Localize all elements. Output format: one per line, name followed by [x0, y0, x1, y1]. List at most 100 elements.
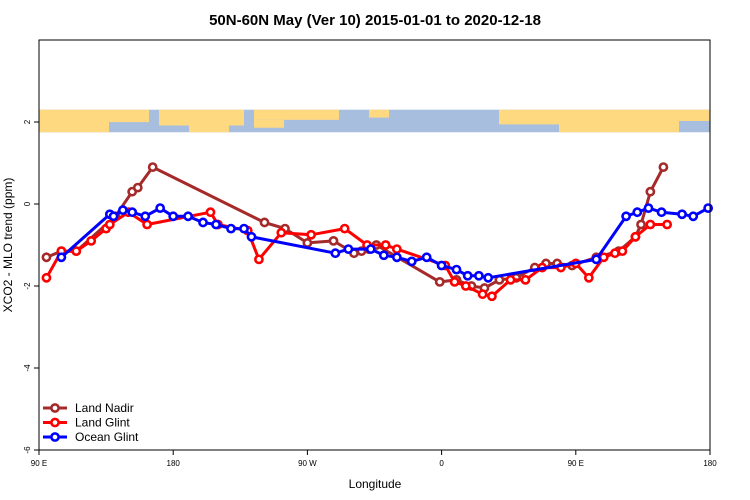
map-strip [39, 109, 710, 133]
point-land-nadir [636, 219, 646, 230]
point-land-glint [71, 246, 82, 257]
point-ocean-glint [365, 244, 376, 254]
point-ocean-glint [703, 203, 714, 213]
map-land-7 [499, 109, 559, 125]
point-land-glint [477, 289, 488, 300]
point-land-nadir [645, 186, 656, 197]
point-land-glint [610, 248, 620, 259]
point-ocean-glint [226, 223, 236, 234]
map-land-2 [159, 109, 244, 126]
point-land-glint [645, 219, 656, 230]
point-land-glint [505, 274, 516, 285]
map-land-3 [189, 125, 229, 133]
y-axis-label: XCO2 - MLO trend (ppm) [1, 178, 15, 313]
point-ocean-glint [621, 211, 632, 222]
point-ocean-glint [688, 211, 699, 222]
series-land-nadir [41, 162, 669, 293]
point-land-nadir [658, 162, 669, 172]
point-land-glint [104, 219, 115, 230]
point-ocean-glint [656, 207, 667, 218]
point-ocean-glint [246, 231, 257, 242]
x-tick-label: 90 E [31, 459, 47, 468]
point-land-nadir [434, 276, 445, 287]
point-ocean-glint [462, 270, 473, 281]
point-land-glint [306, 229, 317, 240]
chart-title: 50N-60N May (Ver 10) 2015-01-01 to 2020-… [209, 12, 541, 29]
y-tick-label: -2 [23, 282, 32, 290]
series-ocean-glint [56, 203, 714, 283]
map-land-9 [679, 109, 710, 121]
y-tick-label: 2 [23, 119, 32, 124]
point-ocean-glint [56, 252, 67, 263]
point-land-glint [254, 254, 264, 265]
point-land-glint [520, 274, 531, 285]
point-ocean-glint [632, 207, 643, 218]
map-land-4 [254, 109, 339, 120]
legend-item-land-nadir: Land Nadir [43, 401, 134, 415]
point-land-glint [449, 276, 460, 287]
x-tick-label: 180 [703, 459, 717, 468]
x-tick-label: 180 [167, 459, 181, 468]
point-ocean-glint [421, 252, 432, 263]
point-ocean-glint [155, 203, 166, 213]
legend-label: Ocean Glint [75, 430, 139, 444]
point-ocean-glint [473, 270, 484, 281]
point-land-glint [142, 219, 153, 230]
map-land-5 [254, 119, 284, 128]
point-ocean-glint [108, 211, 119, 222]
point-land-glint [380, 240, 391, 250]
point-ocean-glint [343, 244, 354, 254]
map-land-0 [39, 109, 109, 133]
legend-swatch-point [50, 417, 60, 428]
point-land-glint [339, 223, 350, 234]
point-ocean-glint [391, 252, 402, 263]
x-axis: 90 E 180 90 W 0 90 E 180 [31, 450, 717, 468]
point-land-glint [487, 291, 497, 302]
y-tick-label: -4 [23, 364, 32, 372]
point-ocean-glint [239, 223, 249, 234]
point-land-nadir [302, 238, 313, 248]
point-land-glint [86, 235, 97, 246]
x-tick-label: 90 W [298, 459, 317, 468]
point-land-nadir [132, 182, 143, 193]
point-land-nadir [41, 252, 52, 263]
point-ocean-glint [643, 203, 654, 213]
point-ocean-glint [436, 260, 447, 271]
point-ocean-glint [198, 217, 208, 228]
point-ocean-glint [591, 254, 602, 265]
point-ocean-glint [117, 205, 128, 216]
point-land-glint [583, 272, 594, 283]
point-land-glint [276, 227, 287, 238]
legend-label: Land Glint [75, 416, 130, 430]
map-land-8 [559, 109, 679, 133]
point-land-glint [391, 244, 402, 254]
y-axis: -6 -4 -2 0 2 [23, 119, 39, 454]
point-land-nadir [259, 217, 270, 228]
y-tick-label: 0 [23, 201, 32, 206]
legend-swatch-point [50, 432, 60, 442]
point-ocean-glint [211, 219, 221, 230]
point-land-glint [617, 246, 628, 257]
map-land-1 [109, 109, 149, 123]
point-land-glint [41, 272, 52, 283]
point-ocean-glint [406, 256, 417, 267]
legend-label: Land Nadir [75, 401, 134, 415]
point-ocean-glint [127, 207, 138, 218]
x-tick-label: 0 [439, 459, 444, 468]
map-land-6 [369, 109, 389, 118]
point-ocean-glint [140, 211, 151, 222]
point-land-nadir [147, 162, 158, 172]
series-line-ocean-glint [60, 206, 709, 280]
x-axis-label: Longitude [349, 477, 402, 491]
plot-frame [38, 39, 711, 451]
point-ocean-glint [483, 272, 494, 283]
legend-item-land-glint: Land Glint [43, 416, 130, 430]
x-tick-label: 90 E [568, 459, 584, 468]
point-ocean-glint [168, 211, 179, 222]
point-ocean-glint [183, 211, 194, 222]
point-land-glint [460, 281, 471, 291]
point-land-glint [662, 219, 673, 230]
point-land-nadir [328, 235, 339, 246]
